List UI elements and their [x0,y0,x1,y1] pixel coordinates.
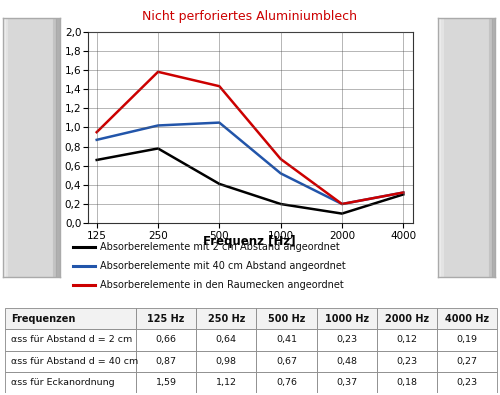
Text: 0,67: 0,67 [276,357,297,366]
Text: Frequenzen: Frequenzen [11,314,76,324]
Text: 2000 Hz: 2000 Hz [385,314,429,324]
Text: 0,98: 0,98 [216,357,237,366]
Text: Absorberelemente mit 2 cm Abstand angeordnet: Absorberelemente mit 2 cm Abstand angeor… [100,242,340,252]
Bar [5,351,136,372]
Text: αss für Abstand d = 2 cm: αss für Abstand d = 2 cm [11,335,132,344]
Bar [5,372,136,393]
Text: 0,23: 0,23 [457,378,478,387]
Text: 0,27: 0,27 [457,357,478,366]
Text: 500 Hz: 500 Hz [268,314,306,324]
Bar [316,308,377,329]
Text: Absorberelemente mit 40 cm Abstand angeordnet: Absorberelemente mit 40 cm Abstand angeo… [100,261,346,271]
Bar [437,329,498,351]
Bar [196,329,256,351]
Bar [316,351,377,372]
Bar [136,351,196,372]
Bar [196,372,256,393]
Bar [316,329,377,351]
Bar [377,329,437,351]
Bar [5,308,136,329]
Bar [437,372,498,393]
Text: 0,23: 0,23 [336,335,357,344]
Text: 1,59: 1,59 [156,378,176,387]
Bar [437,308,498,329]
Bar [5,329,136,351]
Bar [256,329,316,351]
Text: 0,37: 0,37 [336,378,357,387]
Bar [377,308,437,329]
Bar [196,351,256,372]
Text: 125 Hz: 125 Hz [148,314,184,324]
Text: Frequenz [Hz]: Frequenz [Hz] [202,235,296,248]
Text: 0,23: 0,23 [396,357,417,366]
Text: αss für Eckanordnung: αss für Eckanordnung [11,378,115,387]
Text: 0,76: 0,76 [276,378,297,387]
Text: 0,41: 0,41 [276,335,297,344]
Bar [256,351,316,372]
Bar [196,308,256,329]
Text: 0,12: 0,12 [396,335,417,344]
Text: 0,87: 0,87 [156,357,176,366]
Bar [136,372,196,393]
Bar [437,351,498,372]
Text: 0,19: 0,19 [457,335,478,344]
Bar [136,329,196,351]
Text: 0,48: 0,48 [336,357,357,366]
Text: 0,18: 0,18 [396,378,417,387]
Bar [256,372,316,393]
Bar [316,372,377,393]
Bar [377,351,437,372]
Text: 0,66: 0,66 [156,335,176,344]
Text: αss für Abstand d = 40 cm: αss für Abstand d = 40 cm [11,357,138,366]
Bar [377,372,437,393]
Bar [136,308,196,329]
Text: 0,64: 0,64 [216,335,237,344]
Text: Absorberelemente in den Raumecken angeordnet: Absorberelemente in den Raumecken angeor… [100,280,344,290]
Text: 250 Hz: 250 Hz [208,314,245,324]
Bar [256,308,316,329]
Text: 4000 Hz: 4000 Hz [446,314,490,324]
Text: Nicht perforiertes Aluminiumblech: Nicht perforiertes Aluminiumblech [142,10,358,23]
Text: 1000 Hz: 1000 Hz [325,314,369,324]
Text: 1,12: 1,12 [216,378,237,387]
